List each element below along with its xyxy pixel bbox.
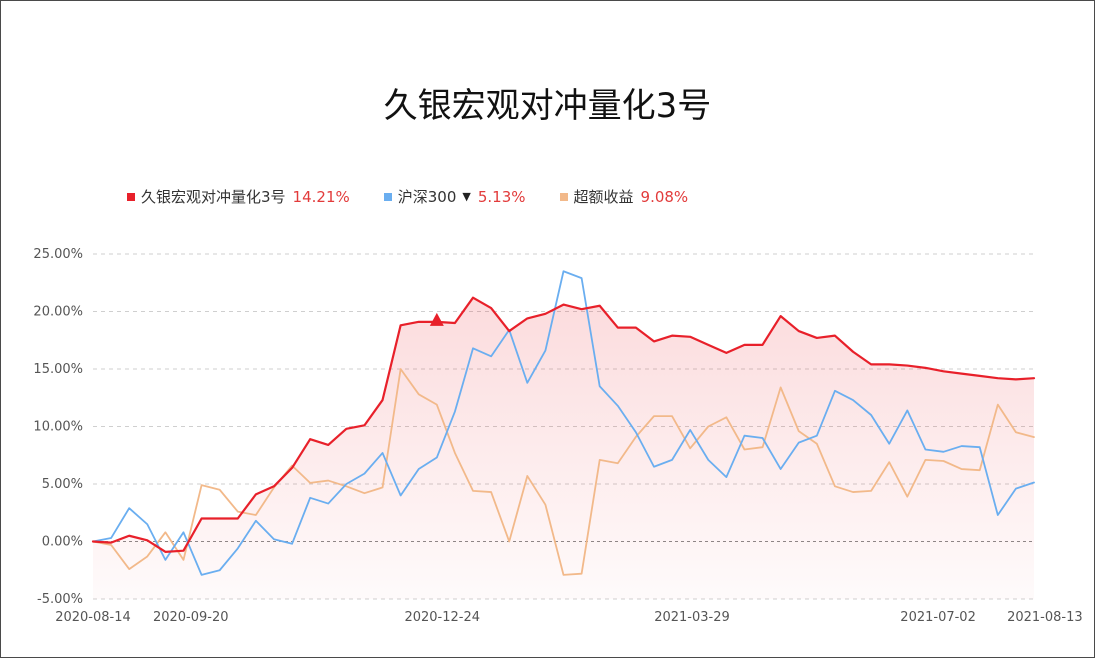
legend-label-fund: 久银宏观对冲量化3号 xyxy=(141,188,286,206)
y-tick-label: 5.00% xyxy=(42,477,83,492)
x-tick-label: 2020-12-24 xyxy=(404,610,480,625)
fund-area xyxy=(93,297,1034,599)
y-tick-label: 25.00% xyxy=(33,247,83,262)
legend-swatch-excess xyxy=(559,192,568,201)
legend-item-fund[interactable]: 久银宏观对冲量化3号 14.21% xyxy=(127,186,350,207)
x-tick-label: 2021-08-13 xyxy=(1007,610,1083,625)
legend-value-fund: 14.21% xyxy=(292,187,350,206)
y-axis-labels: 25.00% 20.00% 15.00% 10.00% 5.00% 0.00% -5.00% xyxy=(33,247,83,607)
legend-value-excess: 9.08% xyxy=(640,187,689,206)
x-tick-label: 2020-09-20 xyxy=(153,610,229,625)
fund-line xyxy=(91,296,1036,553)
y-tick-label: -5.00% xyxy=(37,592,83,607)
x-tick-label: 2021-07-02 xyxy=(900,610,976,625)
marker-layer xyxy=(429,312,444,326)
dropdown-arrow-icon[interactable]: ▼ xyxy=(462,190,471,203)
legend-swatch-index xyxy=(383,192,392,201)
legend-label-index: 沪深300 xyxy=(397,188,457,206)
legend-swatch-fund xyxy=(127,192,135,201)
legend-label-excess: 超额收益 xyxy=(573,188,634,206)
y-tick-label: 10.00% xyxy=(33,420,83,435)
excess-line xyxy=(92,368,1035,576)
y-tick-label: 15.00% xyxy=(33,362,83,377)
area-layer xyxy=(93,297,1034,599)
x-tick-label: 2021-03-29 xyxy=(654,610,730,625)
series-lines xyxy=(91,270,1036,576)
chart-title: 久银宏观对冲量化3号 xyxy=(383,86,712,126)
legend-item-excess[interactable]: 超额收益 9.08% xyxy=(559,186,689,207)
index-line xyxy=(92,270,1035,576)
y-tick-label: 0.00% xyxy=(42,535,83,550)
x-axis-labels: 2020-08-14 2020-09-20 2020-12-24 2021-03-29… xyxy=(55,610,1082,625)
legend-item-index[interactable]: 沪深300 ▼ 5.13% xyxy=(383,186,526,207)
chart-legend: 久银宏观对冲量化3号 14.21% 沪深300 ▼ 5.13% 超额收益 9.0… xyxy=(127,186,722,207)
y-tick-label: 20.00% xyxy=(33,305,83,320)
x-tick-label: 2020-08-14 xyxy=(55,610,131,625)
triangle-marker xyxy=(429,312,444,326)
legend-value-index: 5.13% xyxy=(477,187,526,206)
